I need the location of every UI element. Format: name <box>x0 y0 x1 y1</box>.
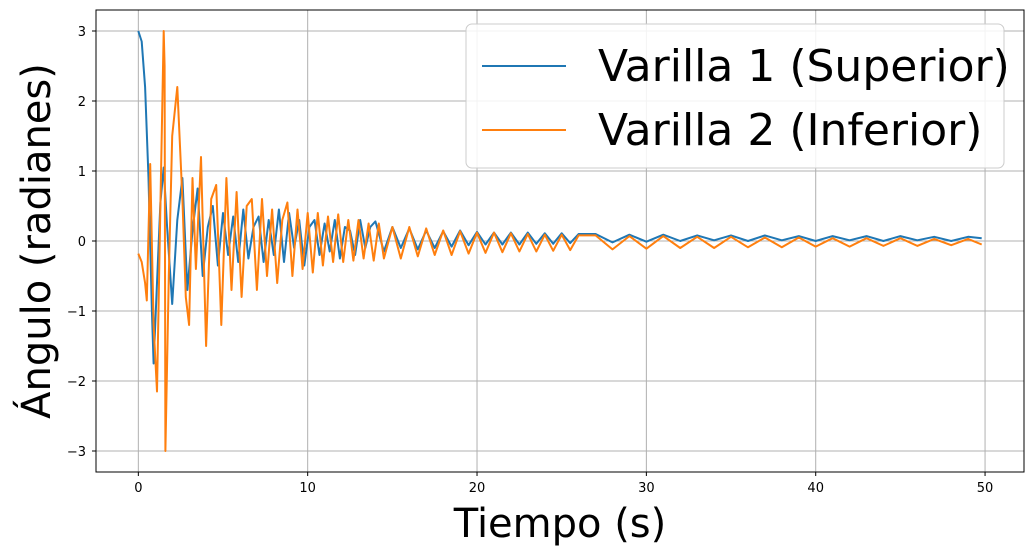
x-tick-label: 0 <box>134 481 142 496</box>
x-tick-label: 40 <box>807 481 824 496</box>
y-tick-label: −2 <box>67 375 86 390</box>
x-tick-label: 30 <box>638 481 655 496</box>
x-tick-label: 10 <box>299 481 316 496</box>
y-tick-label: −3 <box>67 445 86 460</box>
y-axis-label: Ángulo (radianes) <box>12 63 60 419</box>
legend: Varilla 1 (Superior) Varilla 2 (Inferior… <box>465 23 1010 169</box>
x-tick-label: 50 <box>977 481 994 496</box>
y-tick-label: 3 <box>78 25 86 40</box>
series-lines <box>137 30 983 452</box>
series-line-varilla-2 <box>137 30 983 452</box>
legend-box <box>465 23 1005 169</box>
y-tick-label: 2 <box>78 95 86 110</box>
y-tick-label: 1 <box>78 165 86 180</box>
x-tick-label: 20 <box>469 481 486 496</box>
axis-ticks: 0 10 20 30 40 50 −3 −2 −1 0 1 2 3 <box>67 25 993 496</box>
legend-label-varilla-2: Varilla 2 (Inferior) <box>598 105 982 156</box>
x-axis-label: Tiempo (s) <box>453 501 667 547</box>
y-tick-label: 0 <box>78 235 86 250</box>
y-tick-label: −1 <box>67 305 86 320</box>
legend-label-varilla-1: Varilla 1 (Superior) <box>598 41 1010 92</box>
